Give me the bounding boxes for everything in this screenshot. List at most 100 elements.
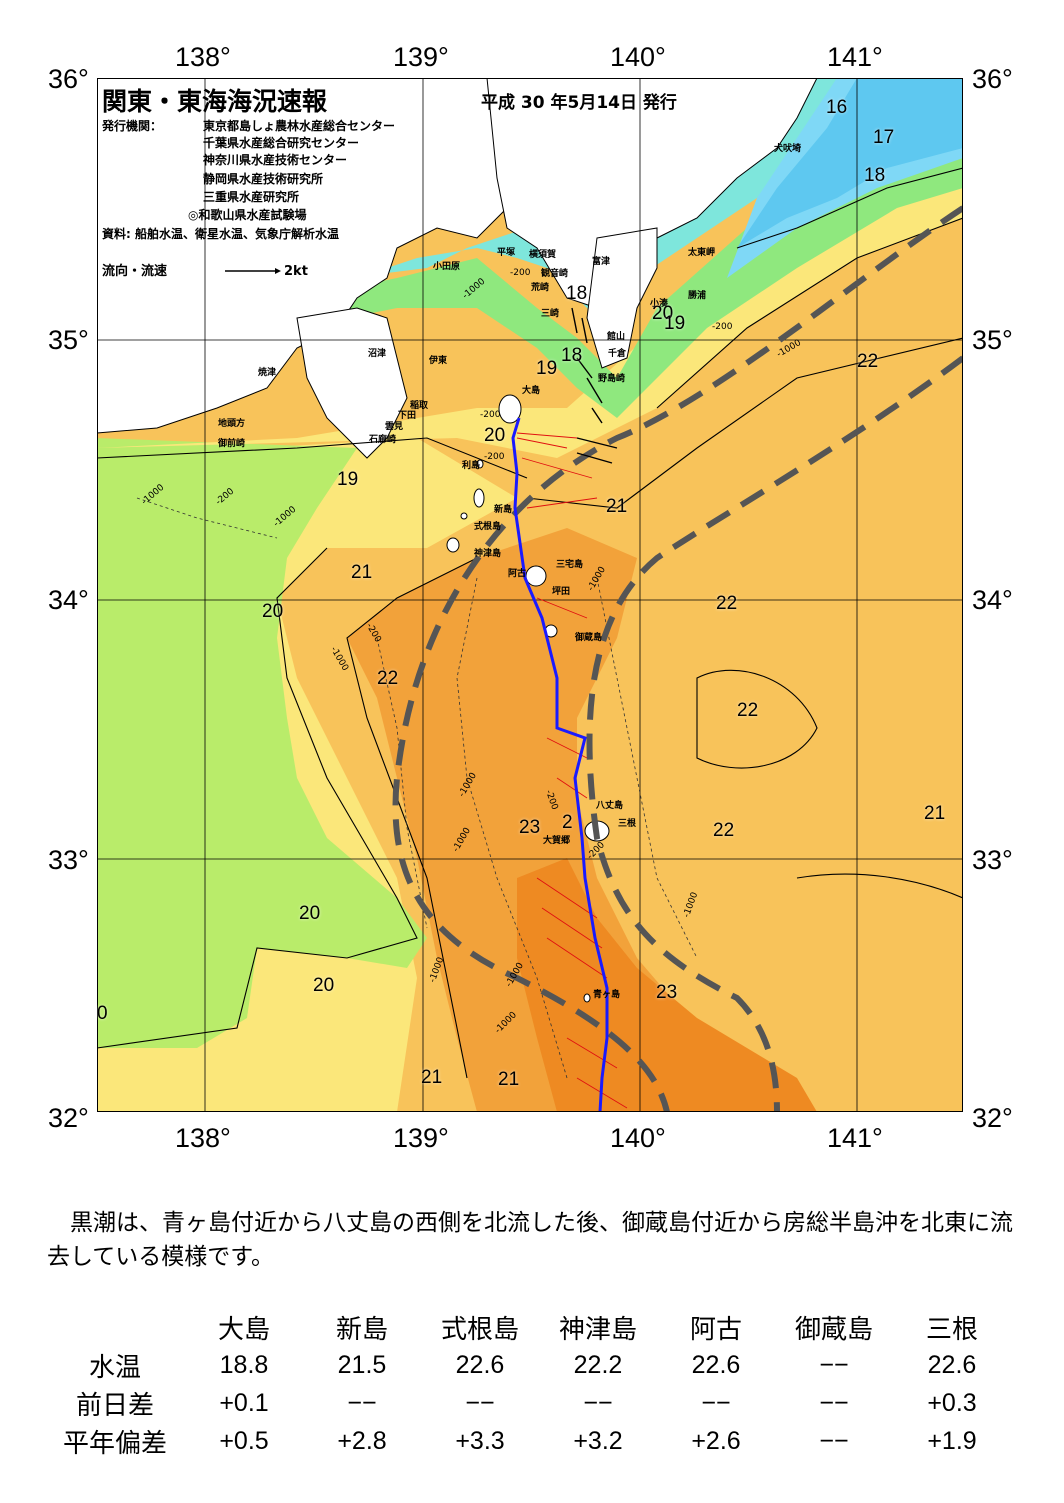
station-header: 三根 [925, 1314, 978, 1345]
isotherm-label: 23 [656, 982, 678, 1003]
island-aogashima [583, 993, 591, 1003]
lat-label-34: 34° [48, 585, 89, 615]
isotherm-label: 23 [519, 817, 541, 838]
isotherm-label: 22 [857, 351, 879, 372]
table-cell: +0.1 [219, 1388, 269, 1417]
depth-label: -200 [480, 410, 501, 420]
place-kominato: 小湊 [650, 299, 669, 309]
isotherm-label: 2 [562, 812, 573, 833]
isotherm-label: 18 [561, 345, 583, 366]
station-header: 大島 [217, 1314, 270, 1345]
land-izu-peninsula [296, 307, 408, 459]
table-cell: +3.3 [455, 1426, 505, 1455]
isotherm-label: 19 [536, 358, 558, 379]
observation-table: 大島 新島 式根島 神津島 阿古 御蔵島 三根 水温 18.8 21.5 22.… [45, 1308, 1011, 1460]
issue-date: 平成 30 年5月14日 発行 [481, 93, 677, 113]
table-cell: −− [819, 1350, 849, 1379]
graticule [97, 78, 963, 1112]
lon-label-139-bottom: 139° [393, 1123, 449, 1153]
island-shikinejima [460, 512, 468, 520]
place-hachijojima: 八丈島 [596, 801, 624, 811]
publisher-3: 静岡県水産技術研究所 [203, 172, 324, 186]
table-cell: 22.6 [927, 1350, 977, 1379]
lon-label-138: 138° [175, 42, 231, 72]
legend-speed: 2kt [284, 264, 308, 279]
table-cell: +2.6 [691, 1426, 741, 1455]
place-kozushima: 神津島 [474, 549, 502, 559]
row-label: 前日差 [75, 1390, 154, 1421]
legend-label: 流向・流速 [102, 264, 168, 279]
current-arrows [571, 307, 618, 464]
place-niijima: 新島 [494, 505, 513, 515]
lon-label-139: 139° [393, 42, 449, 72]
lat-label-36: 36° [48, 64, 89, 94]
place-futtsu: 富津 [592, 257, 611, 267]
isotherm-label: 20 [484, 425, 506, 446]
isotherm-label: 22 [737, 700, 759, 721]
station-header: 阿古 [689, 1314, 742, 1345]
sea-temperature-map [97, 78, 963, 1112]
place-tateyama: 館山 [607, 332, 626, 342]
publisher-4: 三重県水産研究所 [203, 190, 300, 204]
row-label: 水温 [88, 1352, 141, 1383]
place-shikinejima: 式根島 [474, 522, 502, 532]
sea-18-zone [297, 78, 963, 318]
place-hiratsuka: 平塚 [497, 248, 516, 258]
legend-arrowhead [275, 268, 281, 274]
isotherm-label: 22 [377, 668, 399, 689]
isotherm-lines [97, 167, 963, 1079]
isotherm-label: 21 [498, 1069, 520, 1090]
table-cell: −− [701, 1388, 731, 1417]
publisher-0: 東京都島しょ農林水産総合センター [203, 119, 396, 133]
sea-20-zone-west [97, 438, 427, 1048]
place-okago: 大賀郷 [543, 836, 571, 846]
sea-16-zone [737, 78, 963, 248]
station-header: 式根島 [440, 1314, 519, 1345]
place-irozaki: 石廊崎 [369, 435, 397, 445]
lon-label-140: 140° [610, 42, 666, 72]
lon-label-141-bottom: 141° [827, 1123, 883, 1153]
publisher-1: 千葉県水産総合研究センター [203, 136, 360, 150]
isotherm-label: 22 [716, 593, 738, 614]
lon-label-140-bottom: 140° [610, 1123, 666, 1153]
place-toshima: 利島 [462, 461, 481, 471]
place-misaki: 三崎 [541, 309, 560, 319]
table-row: 前日差 +0.1 −− −− −− −− −− +0.3 [45, 1384, 1011, 1422]
publisher-2: 神奈川県水産技術センター [203, 153, 348, 167]
station-header: 御蔵島 [794, 1314, 873, 1345]
island-toshima [476, 459, 484, 469]
place-inatori: 稲取 [410, 401, 429, 411]
map-title: 関東・東海海況速報 [102, 87, 328, 116]
isotherm-label: 20 [652, 303, 674, 324]
isotherm-label: 21 [351, 562, 373, 583]
place-tsubota: 坪田 [552, 587, 571, 597]
isotherm-label: 22 [713, 820, 735, 841]
island-miyakejima [525, 565, 547, 587]
isotherm-label: 0 [97, 1003, 108, 1024]
table-cell: 18.8 [219, 1350, 269, 1379]
publisher-5: ◎和歌山県水産試験場 [188, 208, 307, 222]
table-header-row: 大島 新島 式根島 神津島 阿古 御蔵島 三根 [45, 1308, 1011, 1346]
place-oshima: 大島 [522, 386, 541, 396]
kuroshio-axis-east [586, 355, 963, 1112]
isotherm-label: 20 [313, 975, 335, 996]
table-cell: −− [347, 1388, 377, 1417]
depth-label: -200 [510, 268, 531, 278]
place-mitsune: 三根 [618, 819, 637, 829]
lat-label-33: 33° [48, 845, 89, 875]
isotherm-label: 18 [864, 165, 886, 186]
table-cell: −− [819, 1388, 849, 1417]
sea-21-zone-north [97, 118, 963, 458]
row-label: 平年偏差 [62, 1428, 167, 1459]
isotherm-label: 18 [566, 283, 588, 304]
place-yaizu: 焼津 [258, 368, 277, 378]
place-shimoda: 下田 [398, 411, 417, 421]
place-ako: 阿古 [508, 569, 527, 579]
place-ito: 伊東 [429, 356, 448, 366]
ship-track [511, 417, 609, 1112]
map-frame [97, 78, 963, 1112]
place-mikawa: 雲見 [385, 422, 404, 432]
table-cell: −− [819, 1426, 849, 1455]
table-cell: −− [465, 1388, 495, 1417]
place-katsuura: 勝浦 [688, 291, 707, 301]
